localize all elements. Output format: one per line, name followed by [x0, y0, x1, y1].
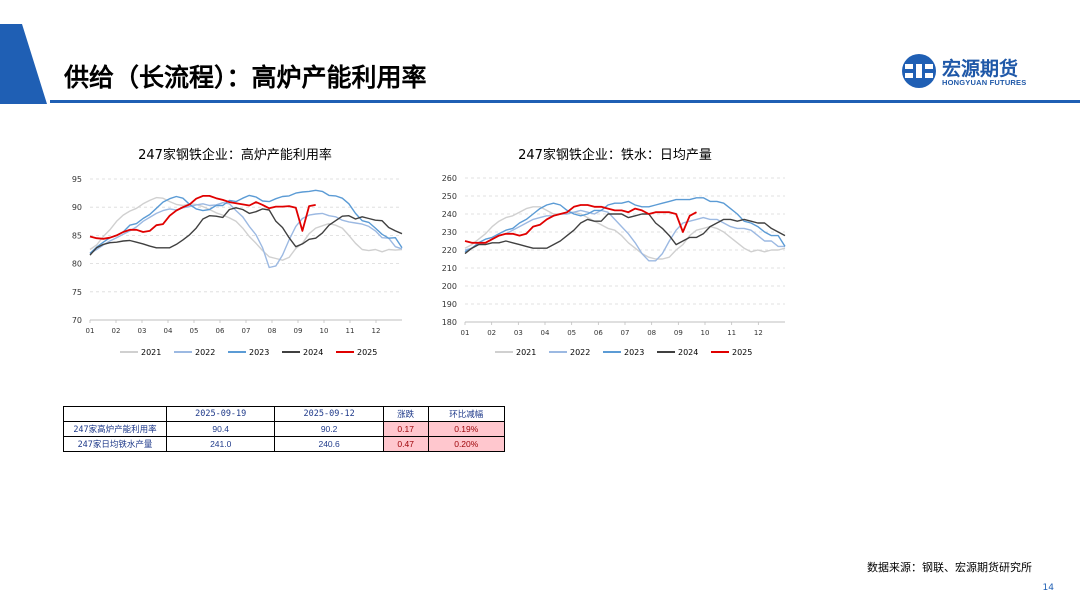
- logo-text-cn: 宏源期货: [942, 58, 1019, 80]
- table-cell-change: 0.17: [382, 421, 429, 437]
- x-tick-label: 05: [567, 329, 576, 337]
- chart-utilization-svg: 247家钢铁企业：高炉产能利用率 70 75 80 85 90 95 01 02 03 04 05 06…: [72, 147, 403, 357]
- legend-label-2022: 2022: [570, 348, 590, 357]
- y-tick-label: 85: [72, 231, 82, 240]
- legend-label-2024: 2024: [303, 348, 323, 357]
- data-source: 数据来源：钢联、宏源期货研究所: [867, 561, 1032, 574]
- x-tick-label: 07: [621, 329, 630, 337]
- x-tick-label: 09: [674, 329, 683, 337]
- y-tick-label: 200: [442, 282, 457, 291]
- x-tick-label: 04: [164, 327, 173, 335]
- y-tick-label: 230: [442, 228, 457, 237]
- x-tick-label: 10: [320, 327, 329, 335]
- y-tick-label: 210: [442, 264, 457, 273]
- series-line-2024: [89, 207, 403, 256]
- legend-label-2023: 2023: [624, 348, 644, 357]
- table-row: 247家日均铁水产量 241.0 240.6 0.47 0.20%: [63, 436, 506, 452]
- y-tick-label: 180: [442, 318, 457, 327]
- x-tick-label: 11: [346, 327, 355, 335]
- legend-label-2024: 2024: [678, 348, 698, 357]
- series-line-2023: [89, 189, 403, 254]
- logo-icon: [902, 54, 936, 88]
- y-tick-label: 80: [72, 260, 82, 269]
- x-tick-label: 08: [647, 329, 656, 337]
- x-tick-label: 02: [112, 327, 121, 335]
- table-header-cell: 涨跌: [382, 406, 429, 422]
- x-tick-label: 01: [461, 329, 470, 337]
- x-tick-label: 03: [514, 329, 523, 337]
- legend-label-2021: 2021: [141, 348, 161, 357]
- x-tick-label: 09: [294, 327, 303, 335]
- series-line-2023: [464, 197, 786, 253]
- chart-title: 247家钢铁企业：铁水：日均产量: [518, 147, 712, 163]
- series-line-2021: [464, 206, 786, 260]
- logo-text-en: HONGYUAN FUTURES: [942, 78, 1027, 87]
- chart-title: 247家钢铁企业：高炉产能利用率: [138, 147, 332, 163]
- chart-utilization: 247家钢铁企业：高炉产能利用率 70 75 80 85 90 95 01 02 03 04 05 06…: [60, 140, 410, 374]
- x-tick-label: 12: [754, 329, 763, 337]
- table-header-cell: 环比减幅: [427, 406, 506, 422]
- table-cell-label: 247家日均铁水产量: [63, 436, 167, 452]
- x-tick-label: 07: [242, 327, 251, 335]
- x-tick-label: 12: [372, 327, 381, 335]
- x-tick-label: 06: [216, 327, 225, 335]
- series-line-2025: [464, 204, 697, 244]
- table-cell: 90.4: [165, 421, 276, 437]
- legend-label-2023: 2023: [249, 348, 269, 357]
- y-tick-label: 95: [72, 175, 82, 184]
- table-cell: 241.0: [165, 436, 276, 452]
- x-tick-label: 06: [594, 329, 603, 337]
- y-tick-label: 240: [442, 210, 457, 219]
- x-tick-label: 03: [138, 327, 147, 335]
- table-header-cell: [63, 406, 167, 422]
- corner-accent: [0, 24, 47, 104]
- chart-hot-metal: 247家钢铁企业：铁水：日均产量 180 190 200 210 220 230 240 250…: [435, 140, 795, 374]
- y-tick-label: 250: [442, 192, 457, 201]
- slide-title: 供给（长流程）：高炉产能利用率: [64, 63, 427, 92]
- y-tick-label: 220: [442, 246, 457, 255]
- series-line-2022: [464, 209, 785, 262]
- x-tick-label: 08: [268, 327, 277, 335]
- summary-table: 2025-09-19 2025-09-12 涨跌 环比减幅 247家高炉产能利用…: [63, 406, 506, 452]
- y-tick-label: 90: [72, 203, 82, 212]
- x-tick-label: 02: [487, 329, 496, 337]
- y-tick-label: 260: [442, 174, 457, 183]
- y-tick-label: 190: [442, 300, 457, 309]
- x-tick-label: 01: [86, 327, 95, 335]
- table-cell-change: 0.47: [382, 436, 429, 452]
- table-cell-label: 247家高炉产能利用率: [63, 421, 167, 437]
- table-cell: 240.6: [274, 436, 384, 452]
- x-tick-label: 05: [190, 327, 199, 335]
- legend-label-2025: 2025: [732, 348, 752, 357]
- y-tick-label: 75: [72, 288, 82, 297]
- x-tick-label: 11: [727, 329, 736, 337]
- series-line-2024: [464, 213, 786, 255]
- header-divider: [50, 100, 1080, 103]
- chart-hot-metal-svg: 247家钢铁企业：铁水：日均产量 180 190 200 210 220 230 240 250…: [442, 147, 786, 357]
- company-logo: 宏源期货 HONGYUAN FUTURES: [900, 50, 1050, 92]
- legend-label-2025: 2025: [357, 348, 377, 357]
- legend-label-2022: 2022: [195, 348, 215, 357]
- legend-label-2021: 2021: [516, 348, 536, 357]
- table-header-row: 2025-09-19 2025-09-12 涨跌 环比减幅: [63, 406, 506, 422]
- x-tick-label: 04: [541, 329, 550, 337]
- series-line-2022: [89, 202, 403, 269]
- table-header-cell: 2025-09-19: [165, 406, 276, 422]
- table-header-cell: 2025-09-12: [274, 406, 384, 422]
- x-tick-label: 10: [701, 329, 710, 337]
- table-row: 247家高炉产能利用率 90.4 90.2 0.17 0.19%: [63, 421, 506, 437]
- series-line-2025: [89, 195, 316, 240]
- y-tick-label: 70: [72, 316, 82, 325]
- table-cell-pct: 0.19%: [427, 421, 506, 437]
- table-cell-pct: 0.20%: [427, 436, 506, 452]
- page-number: 14: [1042, 583, 1054, 593]
- table-cell: 90.2: [274, 421, 384, 437]
- series-line-2021: [89, 196, 403, 261]
